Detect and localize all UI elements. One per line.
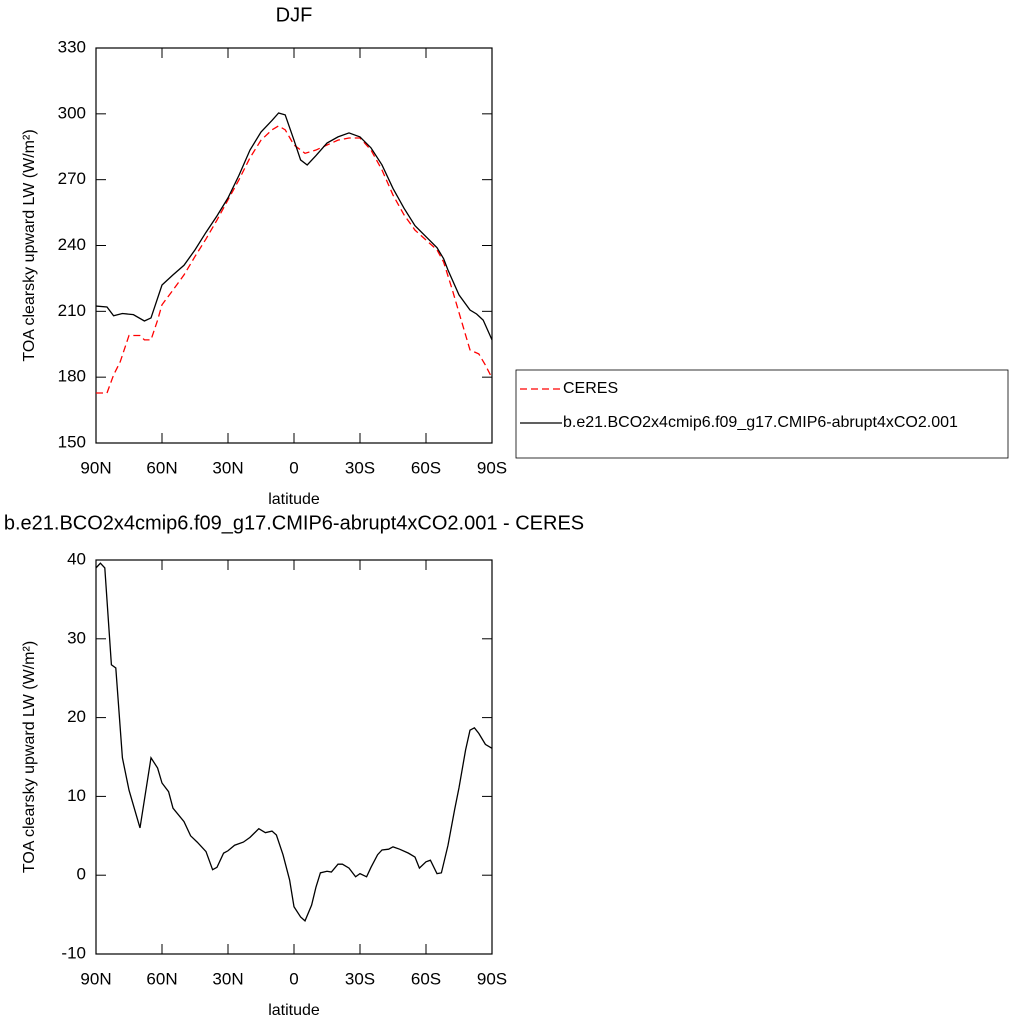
x-tick-label: 60S xyxy=(411,458,441,477)
y-tick-label: 210 xyxy=(58,301,86,320)
y-tick-label: 150 xyxy=(58,432,86,451)
x-tick-label: 30S xyxy=(345,458,375,477)
data-line xyxy=(95,112,493,341)
y-tick-label: 240 xyxy=(58,235,86,254)
chart-title: b.e21.BCO2x4cmip6.f09_g17.CMIP6-abrupt4x… xyxy=(4,512,584,534)
x-tick-label: 60N xyxy=(146,458,177,477)
x-tick-label: 0 xyxy=(289,458,298,477)
y-tick-label: 30 xyxy=(67,628,86,647)
x-tick-label: 90S xyxy=(477,458,507,477)
x-tick-label: 90N xyxy=(80,458,111,477)
x-axis-label: latitude xyxy=(268,491,320,508)
y-tick-label: 0 xyxy=(77,865,86,884)
x-tick-label: 60S xyxy=(411,969,441,988)
y-tick-label: 330 xyxy=(58,37,86,56)
legend-label: CERES xyxy=(563,380,618,397)
legend-label: b.e21.BCO2x4cmip6.f09_g17.CMIP6-abrupt4x… xyxy=(563,414,958,431)
chart-title: DJF xyxy=(276,4,313,26)
y-tick-label: 180 xyxy=(58,367,86,386)
plot-frame xyxy=(95,559,493,955)
y-tick-label: 300 xyxy=(58,103,86,122)
data-line xyxy=(95,562,493,922)
y-axis-label: TOA clearsky upward LW (W/m²) xyxy=(21,129,38,361)
plot-frame xyxy=(95,47,493,444)
x-tick-label: 60N xyxy=(146,969,177,988)
y-tick-label: 270 xyxy=(58,169,86,188)
x-tick-label: 90N xyxy=(80,969,111,988)
y-tick-label: 40 xyxy=(67,549,86,568)
x-tick-label: 90S xyxy=(477,969,507,988)
data-line xyxy=(96,125,493,394)
y-tick-label: 20 xyxy=(67,707,86,726)
y-tick-label: 10 xyxy=(67,786,86,805)
x-axis-label: latitude xyxy=(268,1002,320,1019)
x-tick-label: 30S xyxy=(345,969,375,988)
x-tick-label: 30N xyxy=(212,458,243,477)
legend-box xyxy=(515,369,1009,459)
y-axis-label: TOA clearsky upward LW (W/m²) xyxy=(21,641,38,873)
x-tick-label: 0 xyxy=(289,969,298,988)
y-tick-label: -10 xyxy=(61,943,86,962)
x-tick-label: 30N xyxy=(212,969,243,988)
